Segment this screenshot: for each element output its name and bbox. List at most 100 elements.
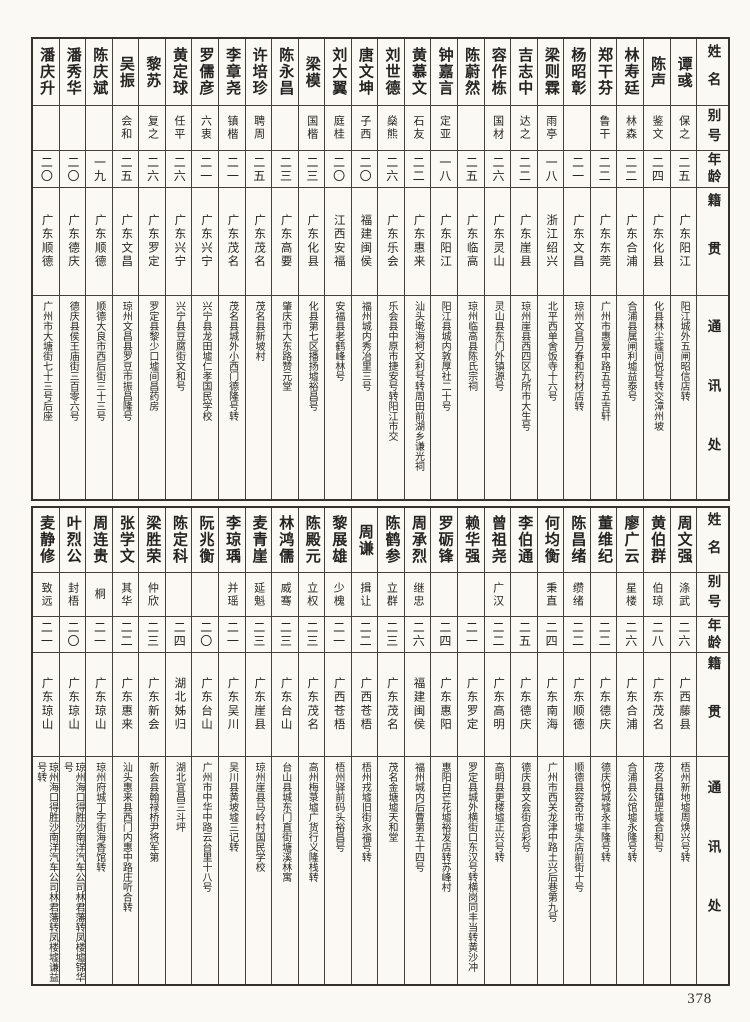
person-alias: 涤武: [677, 581, 690, 608]
age-cell: 二六: [139, 151, 165, 188]
person-column: 陈鹤参 立群 二三 广东茂名 茂名金塘墟天和堂: [378, 508, 405, 984]
person-native-place: 广东罗定: [465, 677, 478, 732]
person-address: 茂名县新坡村: [253, 301, 265, 361]
alias-cell: [431, 573, 457, 617]
alias-cell: 揖让: [351, 573, 378, 617]
person-address: 罗定县城外横街口东汉号转横岗同丰当转黄沙冲: [465, 762, 477, 972]
alias-cell: 延魁: [245, 573, 272, 617]
person-address: 化县第七区播扬墟裕昌号: [306, 301, 318, 411]
address-cell: 德庆悦城墟永丰隆号转: [591, 757, 617, 984]
person-age: 二六: [490, 155, 505, 183]
person-native-place: 广东顺德: [40, 214, 53, 269]
person-alias: 镇楷: [226, 115, 239, 141]
address-cell: 梧州戎墟旧街永福号转: [352, 757, 378, 984]
age-cell: 二二: [484, 617, 511, 653]
person-native-place: 广东文昌: [571, 214, 584, 269]
person-name: 黎展雄: [330, 515, 347, 565]
native-place-cell: 广东琼山: [33, 653, 59, 757]
person-alias: 致远: [40, 581, 53, 608]
person-alias: 秉直: [544, 581, 557, 608]
age-cell: 二三: [298, 617, 325, 653]
age-cell: 一八: [537, 151, 564, 188]
person-column: 陈声 鉴文 二四 广东化县 化县林尘墟间悦号转交漳州坡: [643, 39, 671, 499]
person-name: 林鸿儒: [277, 515, 294, 565]
person-age: 二〇: [198, 621, 213, 648]
person-age: 二二: [597, 621, 612, 648]
name-cell: 罗砺锋: [431, 508, 457, 573]
address-cell: 茂名金塘墟天和堂: [378, 757, 404, 984]
alias-cell: 少槐: [325, 573, 351, 617]
person-name: 阮兆衡: [197, 515, 214, 565]
address-cell: 北平西单舍饭寺十六号: [538, 296, 564, 499]
person-native-place: 广东茂名: [306, 677, 319, 732]
person-alias: 封梧: [66, 581, 79, 608]
person-column: 谭彧 保之 二五 广东阳江 阳江城外五闸昭信店转: [670, 39, 698, 499]
person-address: 梧州驿前码头裕昌号: [332, 762, 344, 852]
person-alias: 缵绪: [571, 581, 584, 608]
native-place-cell: 广西藤县: [670, 653, 697, 757]
person-native-place: 广东德庆: [598, 677, 611, 732]
person-alias: 任平: [172, 115, 185, 141]
person-name: 唐文坤: [356, 47, 373, 97]
alias-cell: 子西: [351, 106, 378, 151]
age-cell: 一八: [431, 151, 457, 188]
person-alias: 雨亭: [544, 115, 557, 141]
age-cell: 二三: [139, 617, 165, 653]
person-name: 陈昌绪: [569, 515, 586, 565]
address-cell: 琼州崖县马岭村国民学校: [246, 757, 272, 984]
person-address: 广州市大塘街七十三号后座: [40, 301, 52, 421]
native-place-cell: 广东惠来: [112, 653, 139, 757]
entries-columns-bottom: 麦静修 致远 二一 广东琼山 琼州海口得胜沙南洋汽车公司林君藩转凤楼墟谦益号转 …: [33, 508, 698, 984]
native-place-cell: 广东合浦: [617, 188, 643, 296]
name-cell: 陈声: [643, 39, 670, 106]
person-alias: 六衷: [199, 115, 212, 141]
person-name: 曾祖尧: [489, 515, 506, 565]
header-age-label: 年龄: [705, 617, 721, 652]
name-cell: 黄慕文: [404, 39, 431, 106]
person-column: 刘世德 燊熊 二六 广东乐会 乐会县中原市捷安号转阳江市交: [378, 39, 405, 499]
address-cell: 合浦县属闸利墟益泰号: [617, 296, 643, 499]
person-column: 陈庆斌 一九 广东顺德 顺德大良市西后街三十三号: [86, 39, 113, 499]
alias-cell: [59, 106, 86, 151]
native-place-cell: 广东高要: [272, 188, 298, 296]
person-alias: 庭桂: [332, 115, 345, 141]
person-column: 周连贵 桐 二一 广东琼山 琼州府城丁字街海香馆转: [86, 508, 113, 984]
alias-cell: 燊熊: [378, 106, 404, 151]
age-cell: 二四: [643, 151, 670, 188]
age-cell: 二〇: [192, 617, 218, 653]
person-column: 钟嘉言 定亚 一八 广东阳江 阳江县城内敦厚社二十号: [431, 39, 458, 499]
person-native-place: 广东琼山: [67, 677, 80, 732]
alias-cell: [590, 573, 617, 617]
native-place-cell: 广东合浦: [617, 653, 643, 757]
person-native-place: 广东新会: [146, 677, 159, 732]
person-native-place: 广东阳江: [678, 214, 691, 269]
person-address: 琼州临高县陈氏宗祠: [465, 301, 477, 391]
person-name: 郑干芬: [595, 47, 612, 97]
name-cell: 潘庆升: [33, 39, 59, 106]
age-cell: 二一: [86, 617, 112, 653]
person-alias: 燊熊: [385, 115, 398, 141]
person-name: 罗砺锋: [436, 515, 453, 565]
name-cell: 谭彧: [670, 39, 697, 106]
person-column: 郑干芬 鲁干 二二 广东东莞 广州市惠爱中路五号五吉轩: [590, 39, 618, 499]
address-cell: 广州市惠爱中路五号五吉轩: [591, 296, 617, 499]
name-cell: 陈鹤参: [378, 508, 404, 573]
person-column: 梁模 国楷 二三 广东化县 化县第七区播扬墟裕昌号: [298, 39, 326, 499]
native-place-cell: 湖北姊归: [165, 653, 192, 757]
age-cell: 二二: [351, 617, 378, 653]
address-cell: 顺德大良市西后街三十三号: [86, 296, 112, 499]
person-address: 合浦县属闸利墟益泰号: [625, 301, 637, 401]
name-cell: 赖华强: [458, 508, 484, 573]
person-name: 吉志中: [516, 47, 533, 97]
header-name-cell: 姓名: [697, 508, 728, 573]
person-alias: 揖让: [358, 581, 371, 608]
person-native-place: 广东台山: [279, 677, 292, 732]
age-cell: 二三: [378, 617, 404, 653]
address-cell: 肇庆市大东路赞元堂: [272, 296, 298, 499]
person-name: 麦青崖: [250, 515, 267, 565]
alias-cell: 继忠: [404, 573, 431, 617]
person-name: 陈鹤参: [383, 515, 400, 565]
person-column: 黄定球 任平 二六 广东兴宁 兴宁县豆腐街文和号: [165, 39, 193, 499]
native-place-cell: 广东惠来: [404, 188, 431, 296]
name-cell: 林寿廷: [617, 39, 643, 106]
